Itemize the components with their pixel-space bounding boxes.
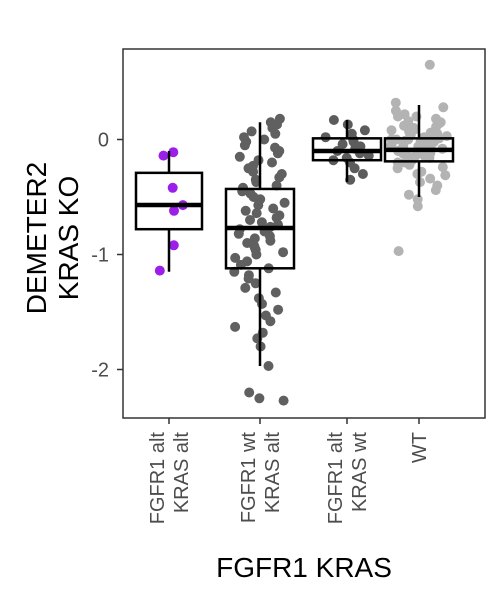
data-point	[263, 361, 274, 371]
data-point	[168, 240, 179, 251]
data-point	[230, 321, 241, 332]
x-tick-label-line: FGFR1 alt	[325, 432, 347, 525]
data-point	[430, 185, 441, 196]
data-point	[270, 287, 281, 298]
box-iqr	[134, 171, 204, 231]
data-point	[245, 215, 255, 225]
data-point	[246, 126, 257, 137]
x-tick-label-line: WT	[409, 432, 431, 463]
data-point	[243, 273, 254, 284]
data-point	[435, 117, 446, 128]
data-point	[278, 247, 289, 258]
data-point	[250, 278, 261, 289]
boxes-layer	[134, 105, 455, 367]
y-axis-title-line: KRAS KO	[53, 176, 84, 300]
data-point	[251, 249, 262, 260]
y-tick-label: -1	[91, 245, 109, 267]
data-point	[265, 316, 276, 327]
data-point	[328, 115, 339, 125]
data-point	[239, 140, 250, 151]
data-point	[251, 208, 262, 219]
data-point	[265, 235, 276, 246]
data-point	[167, 182, 178, 193]
data-point	[390, 97, 401, 108]
data-point	[437, 162, 448, 173]
data-point	[392, 111, 403, 122]
data-point	[234, 151, 245, 162]
x-axis: FGFR1 alt KRAS alt FGFR1 wt KRAS alt FGFR1 a…	[147, 418, 431, 524]
data-point	[412, 169, 423, 179]
data-point	[278, 395, 289, 406]
panel-border	[122, 48, 486, 419]
data-point	[272, 148, 283, 159]
x-tick-label-line: KRAS alt	[262, 432, 284, 514]
data-point	[438, 102, 449, 113]
data-point	[270, 128, 281, 139]
y-axis-title: DEMETER2KRAS KO	[21, 162, 84, 314]
data-point	[267, 157, 277, 168]
data-point	[393, 246, 404, 257]
x-axis-title: FGFR1 KRAS	[216, 552, 392, 583]
data-point	[403, 189, 414, 200]
data-point	[256, 217, 267, 228]
data-point	[253, 200, 264, 211]
data-point	[412, 201, 423, 212]
x-tick-label-line: KRAS wt	[349, 432, 371, 512]
data-point	[154, 265, 165, 276]
data-point	[259, 134, 270, 145]
data-point	[359, 125, 370, 136]
y-axis-title-line: DEMETER2	[21, 162, 52, 314]
data-point	[425, 173, 436, 184]
data-point	[440, 170, 451, 181]
data-point	[244, 387, 255, 398]
data-point	[386, 125, 397, 136]
data-point	[349, 163, 360, 174]
y-tick-label: 0	[98, 130, 109, 152]
y-tick-label: -2	[91, 360, 109, 382]
y-axis: 0 -1 -2	[91, 130, 123, 382]
data-point	[424, 59, 435, 70]
x-tick-label: FGFR1 alt KRAS alt	[147, 432, 193, 525]
x-tick-label: FGFR1 alt KRAS wt	[325, 432, 371, 525]
x-tick-label-line: KRAS alt	[171, 432, 193, 514]
x-tick-label-line: FGFR1 alt	[147, 432, 169, 525]
x-tick-label: FGFR1 wt KRAS alt	[238, 432, 284, 524]
data-point	[274, 172, 285, 183]
x-tick-label-line: FGFR1 wt	[238, 432, 260, 524]
data-point	[337, 139, 348, 150]
data-point	[279, 197, 290, 208]
data-point	[257, 298, 267, 309]
data-point	[230, 252, 241, 263]
data-point	[233, 228, 244, 239]
data-point	[268, 203, 279, 214]
data-point	[240, 205, 251, 216]
data-point	[240, 282, 251, 293]
data-point	[168, 147, 179, 158]
data-point	[357, 169, 368, 179]
data-point	[248, 166, 259, 177]
data-point	[158, 150, 169, 161]
points-layer	[154, 59, 452, 406]
data-point	[169, 205, 179, 216]
data-point	[254, 393, 265, 404]
x-tick-label: WT	[409, 432, 431, 463]
data-point	[273, 304, 284, 315]
